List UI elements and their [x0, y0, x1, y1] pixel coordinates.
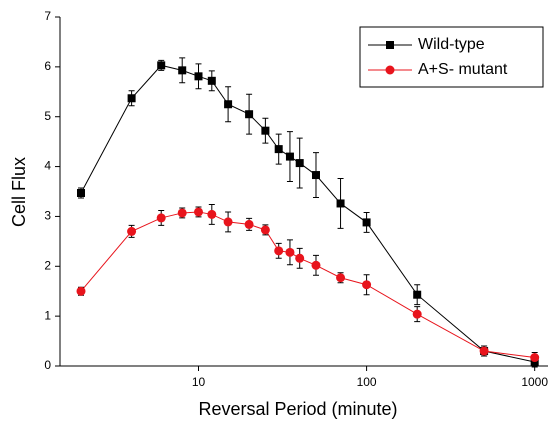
marker — [178, 66, 187, 75]
marker — [336, 199, 345, 208]
series-line — [80, 64, 535, 363]
marker — [207, 209, 217, 219]
marker — [530, 353, 540, 363]
x-tick-label: 1000 — [521, 375, 548, 389]
y-tick-label: 7 — [44, 9, 51, 23]
marker — [285, 152, 294, 161]
marker — [156, 213, 166, 223]
y-tick-label: 5 — [44, 109, 51, 123]
marker — [362, 280, 372, 290]
legend-marker — [385, 65, 395, 75]
marker — [274, 145, 283, 154]
x-tick-label: 100 — [357, 375, 377, 389]
marker — [177, 208, 187, 218]
marker — [207, 76, 216, 85]
marker — [274, 246, 284, 256]
legend-label: Wild-type — [418, 36, 485, 53]
marker — [479, 346, 489, 356]
series-line — [80, 211, 535, 359]
marker — [295, 159, 304, 168]
marker — [260, 225, 270, 235]
y-tick-label: 0 — [44, 358, 51, 372]
marker — [193, 207, 203, 217]
marker — [295, 253, 305, 263]
marker — [76, 286, 86, 296]
marker — [223, 217, 233, 227]
marker — [157, 61, 166, 70]
marker — [285, 247, 295, 257]
y-axis-label: Cell Flux — [9, 157, 29, 227]
marker — [311, 260, 321, 270]
y-tick-label: 6 — [44, 59, 51, 73]
marker — [245, 110, 254, 119]
marker — [77, 188, 86, 197]
marker — [412, 309, 422, 319]
marker — [127, 94, 136, 103]
y-tick-label: 3 — [44, 209, 51, 223]
marker — [311, 171, 320, 180]
marker — [362, 218, 371, 227]
legend-marker — [386, 41, 394, 49]
marker — [224, 100, 233, 109]
y-tick-label: 1 — [44, 308, 51, 322]
marker — [413, 290, 422, 299]
marker — [244, 219, 254, 229]
marker — [261, 126, 270, 135]
marker — [336, 273, 346, 283]
legend-box — [359, 26, 544, 88]
marker — [127, 226, 137, 236]
legend-label: A+S- mutant — [418, 61, 508, 78]
x-tick-label: 10 — [192, 375, 206, 389]
y-tick-label: 2 — [44, 258, 51, 272]
marker — [194, 72, 203, 81]
y-tick-label: 4 — [44, 159, 51, 173]
x-axis-label: Reversal Period (minute) — [198, 399, 397, 419]
